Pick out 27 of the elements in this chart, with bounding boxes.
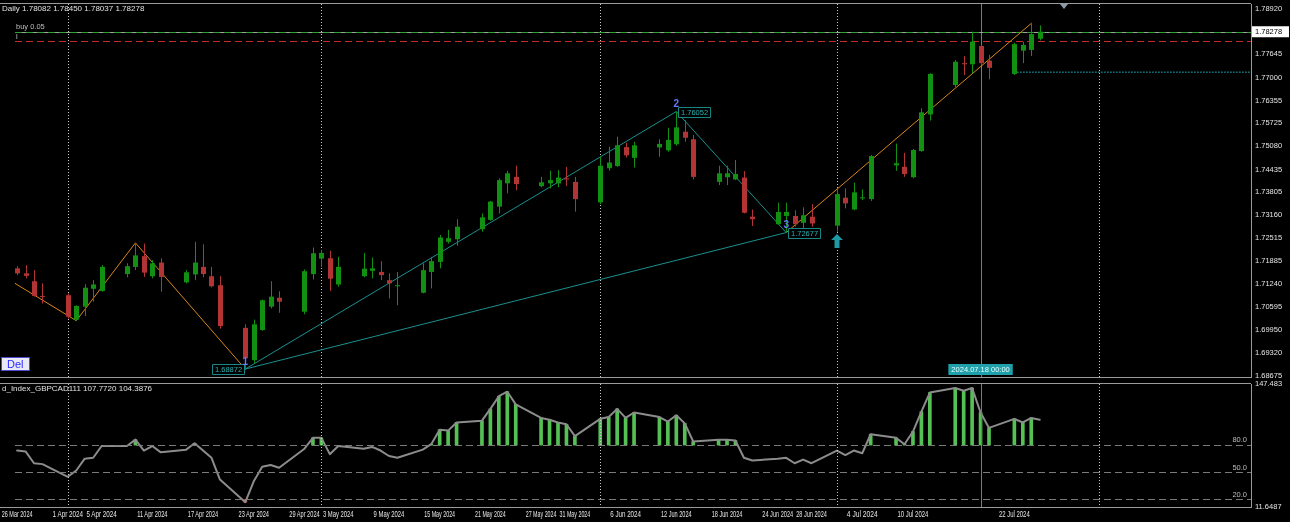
x-tick-label: 1 Apr 2024 bbox=[52, 508, 84, 519]
x-tick-label: 28 Jun 2024 bbox=[796, 508, 827, 519]
x-tick-label: 3 May 2024 bbox=[322, 508, 354, 519]
x-tick-label: 11 Apr 2024 bbox=[137, 508, 168, 519]
x-tick-label: 24 Jun 2024 bbox=[762, 508, 794, 519]
button: Del bbox=[1, 357, 30, 371]
chart-title: Daily 1.78082 1.78450 1.78037 1.78278 bbox=[2, 4, 145, 14]
x-tick-label: 27 May 2024 bbox=[525, 509, 557, 519]
chart-title: d_Index_GBPCAD111 107.7720 104.3876 bbox=[2, 384, 153, 394]
x-tick-label: 29 Apr 2024 bbox=[289, 508, 320, 519]
annotation: 1 bbox=[242, 355, 249, 367]
x-tick-label: 23 Apr 2024 bbox=[238, 508, 269, 519]
x-tick-label: 22 Jul 2024 bbox=[998, 508, 1030, 519]
x-tick-label: 5 Apr 2024 bbox=[86, 508, 117, 519]
annotation: 3 bbox=[783, 219, 790, 231]
x-tick-label: 12 Jun 2024 bbox=[660, 508, 692, 519]
x-tick-label: 4 Jul 2024 bbox=[846, 508, 879, 519]
x-tick-label: 21 May 2024 bbox=[475, 509, 506, 519]
x-tick-label: 17 Apr 2024 bbox=[187, 508, 219, 519]
x-tick-label: 6 Jun 2024 bbox=[610, 508, 641, 519]
x-tick-label: 26 Mar 2024 bbox=[1, 509, 33, 519]
annotation: 2 bbox=[673, 98, 680, 110]
x-tick-label: 10 Jul 2024 bbox=[897, 508, 929, 519]
x-tick-label: 18 Jun 2024 bbox=[711, 508, 743, 519]
x-tick-label: 31 May 2024 bbox=[559, 509, 591, 519]
x-tick-label: 9 May 2024 bbox=[373, 508, 405, 519]
x-tick-label: 15 May 2024 bbox=[424, 509, 456, 519]
